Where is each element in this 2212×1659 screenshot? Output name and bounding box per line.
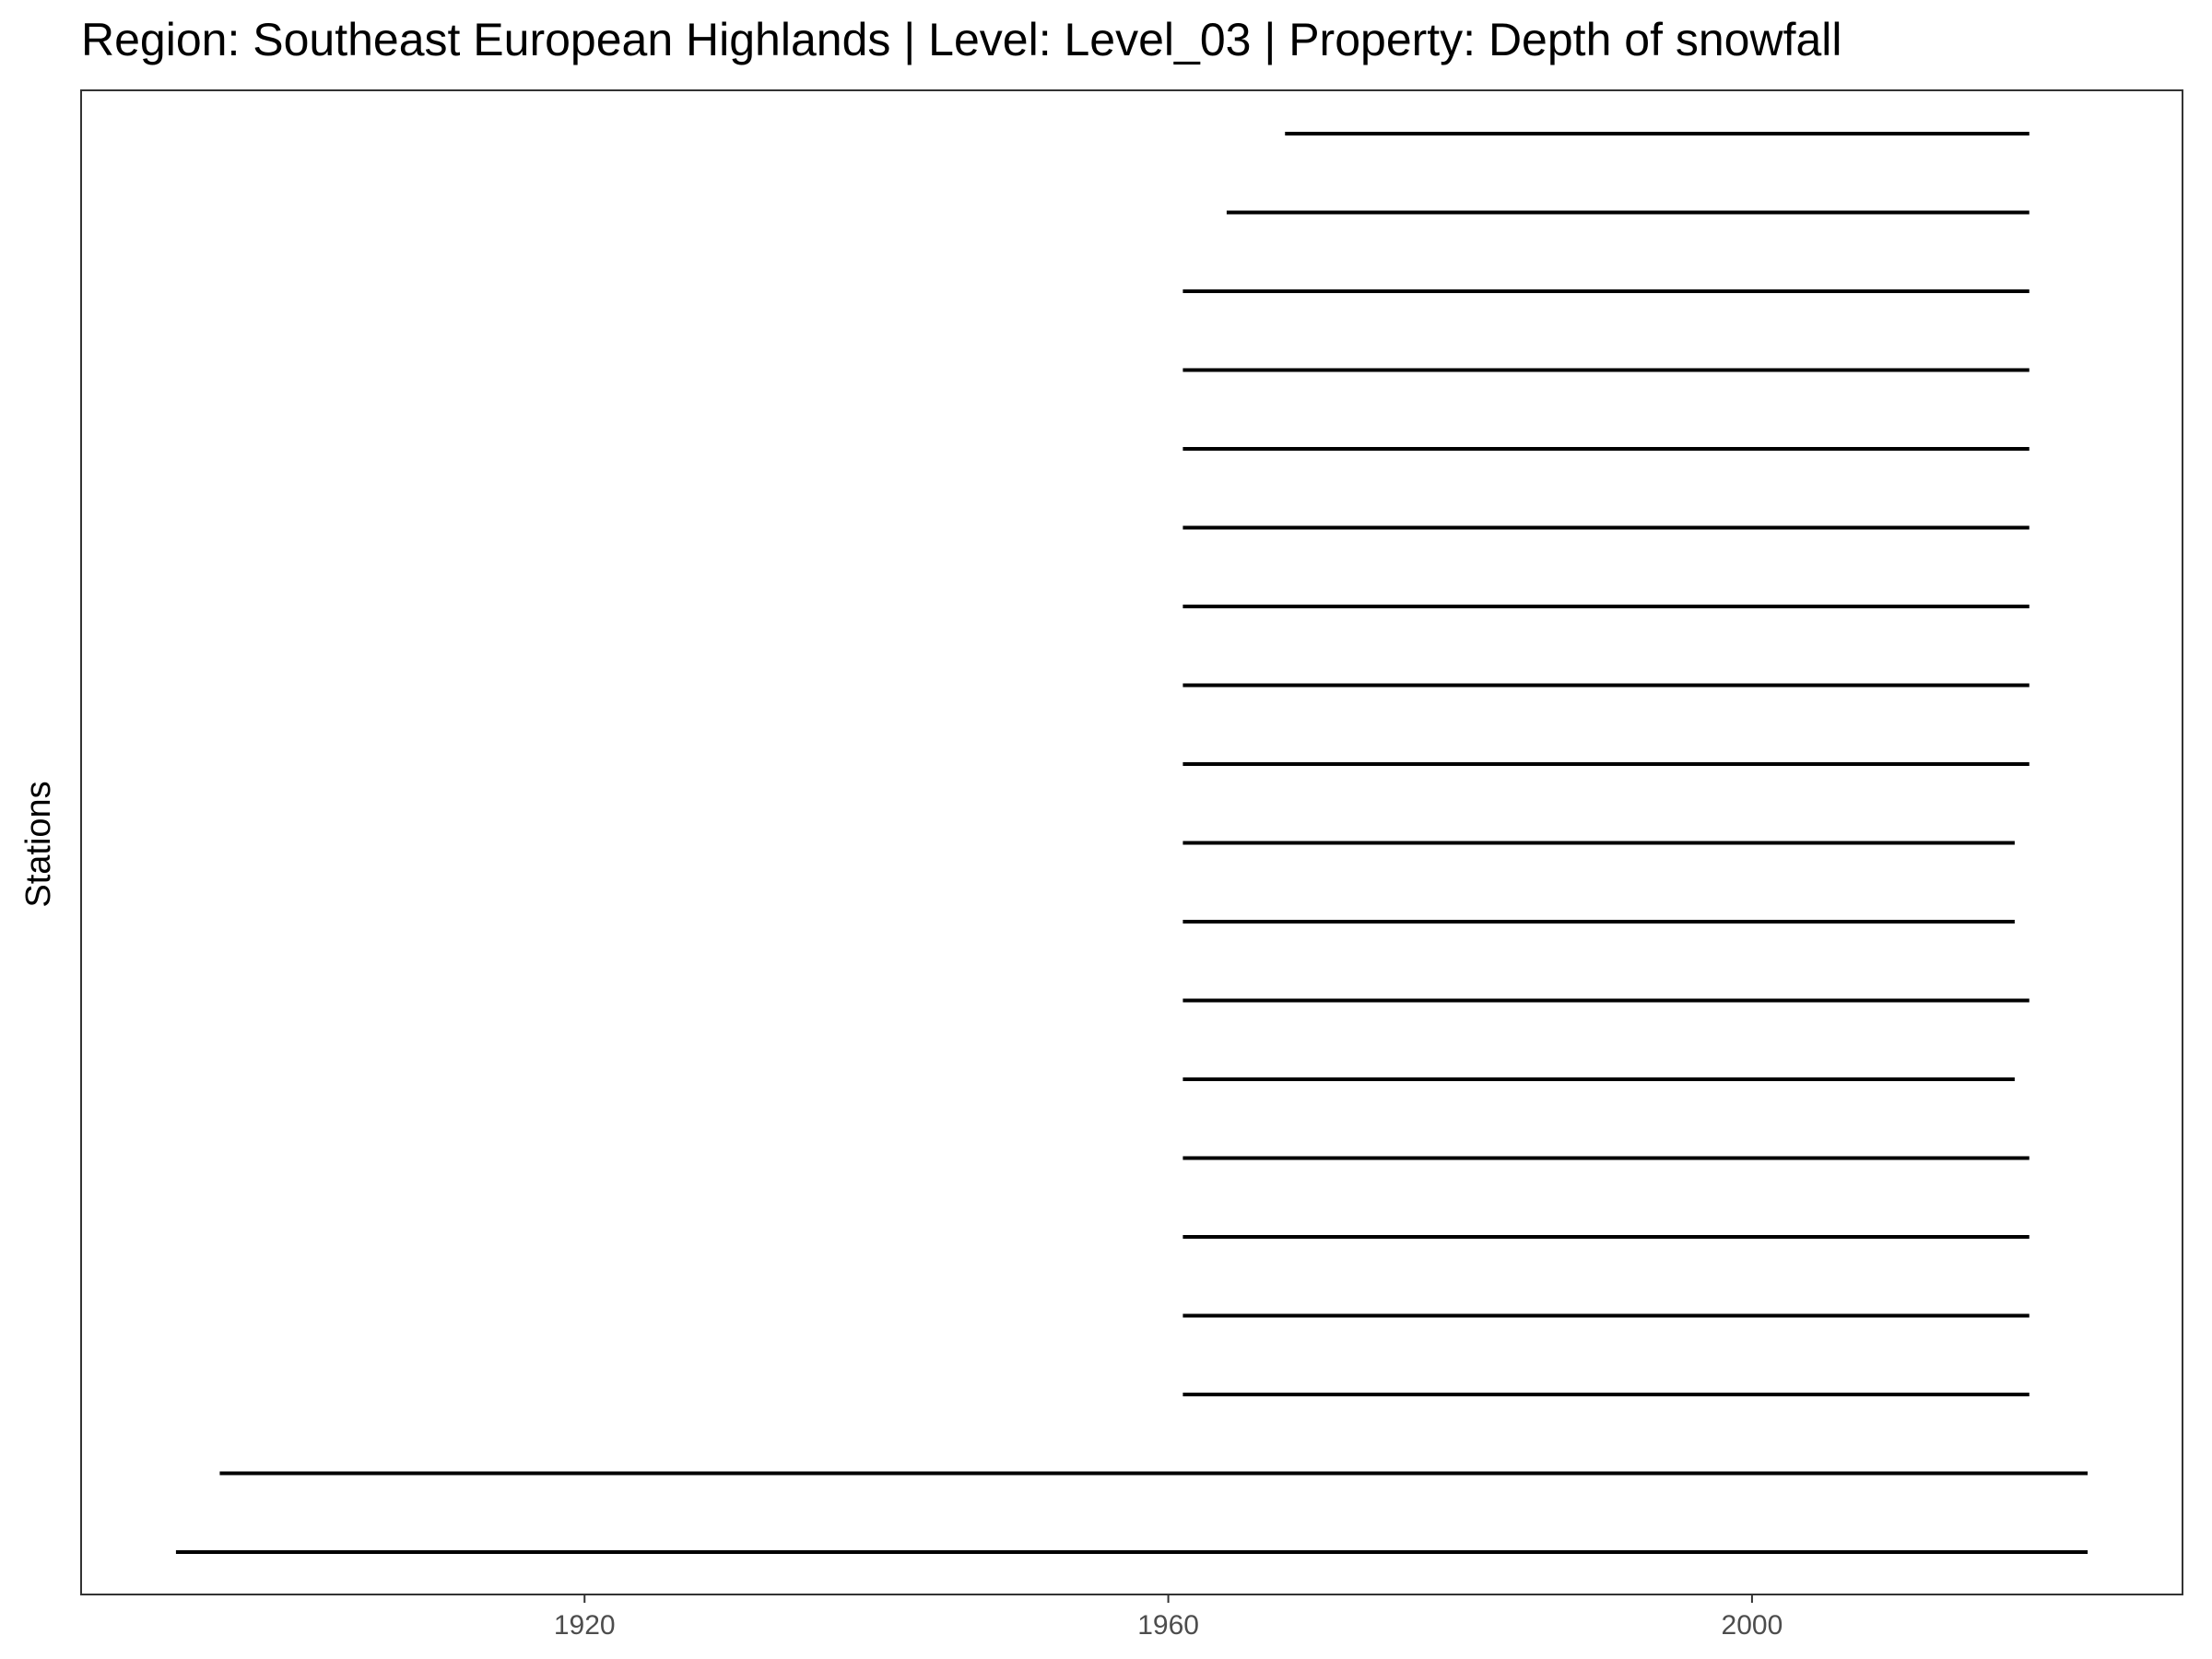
chart-title: Region: Southeast European Highlands | L… (81, 14, 1842, 65)
x-tick-label: 1960 (1137, 1610, 1199, 1641)
plot-panel (80, 89, 2183, 1595)
x-tick-label: 2000 (1722, 1610, 1783, 1641)
y-axis-label: Stations (19, 781, 58, 907)
station-segments (175, 132, 2088, 1554)
x-tick-label: 1920 (554, 1610, 616, 1641)
x-axis: 1920 1960 2000 (554, 1594, 1783, 1641)
